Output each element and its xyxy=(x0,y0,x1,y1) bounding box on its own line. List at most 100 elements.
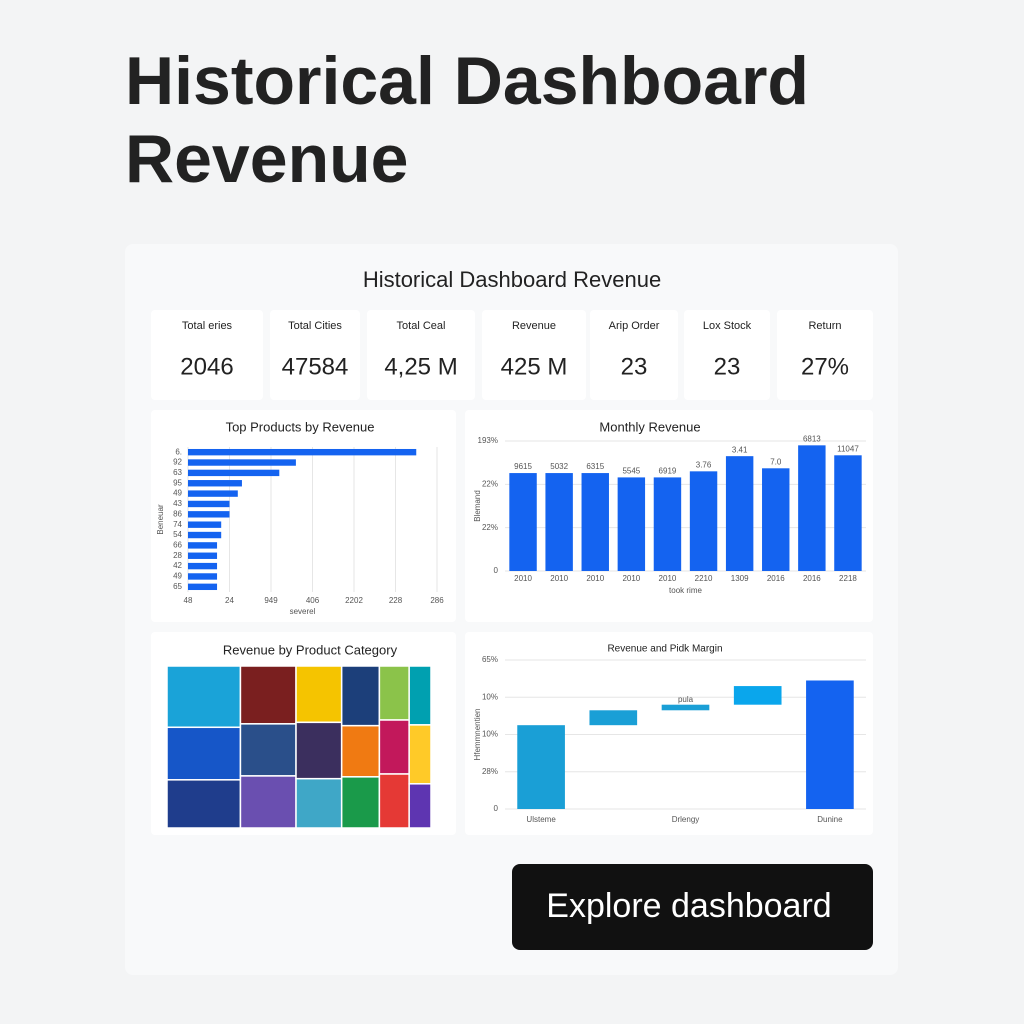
x-axis-label: took rime xyxy=(669,586,702,595)
kpi-value: 47584 xyxy=(282,353,349,380)
chart-title: Top Products by Revenue xyxy=(226,419,375,434)
y-tick-label: 22% xyxy=(482,479,498,488)
bar xyxy=(581,473,609,571)
kpi-card xyxy=(482,310,586,400)
y-tick-label: 0 xyxy=(494,804,499,813)
y-tick-label: 193% xyxy=(478,436,498,445)
chart-title: Revenue and Pidk Margin xyxy=(607,644,722,655)
treemap-tile xyxy=(166,665,242,729)
treemap-tile xyxy=(295,721,343,780)
kpi-label: Revenue xyxy=(512,320,556,332)
bar xyxy=(617,477,646,571)
y-tick-label: 92 xyxy=(173,458,182,467)
bar xyxy=(188,573,218,580)
treemap-tile xyxy=(340,776,381,829)
bar-label: 5032 xyxy=(550,462,568,471)
bar-label: 11047 xyxy=(837,444,859,453)
kpi-label: Total eries xyxy=(182,320,233,332)
bar-label: 6919 xyxy=(659,467,677,476)
bar xyxy=(188,480,242,487)
treemap-tile xyxy=(408,724,432,785)
kpi-label: Return xyxy=(808,320,841,332)
button-label[interactable]: Explore dashboard xyxy=(546,887,831,925)
kpi-label: Total Cities xyxy=(288,320,342,332)
treemap-tile xyxy=(166,779,242,829)
kpi-label: Total Ceal xyxy=(397,320,446,332)
bar xyxy=(834,455,862,571)
x-tick-label: 48 xyxy=(184,596,193,605)
waterfall-bar xyxy=(517,725,565,809)
x-tick-label: 949 xyxy=(264,596,278,605)
x-tick-label: 286 xyxy=(430,596,444,605)
kpi-card xyxy=(367,310,475,400)
treemap-tile xyxy=(378,719,410,775)
bar xyxy=(188,490,238,497)
waterfall-bar xyxy=(661,704,710,711)
chart-panel xyxy=(465,632,873,835)
bar xyxy=(188,542,218,549)
y-tick-label: 66 xyxy=(173,541,182,550)
x-tick-label: 2016 xyxy=(803,574,821,583)
x-tick-label: 2010 xyxy=(659,574,677,583)
kpi-card xyxy=(777,310,873,400)
x-tick-label: 2016 xyxy=(767,574,785,583)
bar xyxy=(188,448,417,456)
bar-label: 9615 xyxy=(514,462,532,471)
y-tick-label: 86 xyxy=(173,509,182,518)
bar xyxy=(188,521,222,528)
treemap-tile xyxy=(408,665,432,726)
x-tick-label: Ulsteme xyxy=(526,815,556,824)
y-tick-label: 49 xyxy=(173,489,182,498)
treemap-tile xyxy=(340,665,381,727)
x-tick-label: 2210 xyxy=(695,574,713,583)
treemap-tile xyxy=(166,726,242,781)
treemap-tile xyxy=(408,783,432,829)
y-tick-label: 42 xyxy=(173,561,182,570)
explore-button[interactable]: Explore dashboard xyxy=(512,864,873,950)
y-tick-label: 74 xyxy=(173,520,182,529)
treemap-tile xyxy=(295,665,343,724)
kpi-label: Arip Order xyxy=(609,320,660,332)
y-tick-label: 28 xyxy=(173,551,182,560)
x-tick-label: 2010 xyxy=(514,574,532,583)
y-axis-label: Blemand xyxy=(473,490,482,522)
y-tick-label: 63 xyxy=(173,468,182,477)
y-tick-label: 54 xyxy=(173,530,182,539)
kpi-card xyxy=(151,310,263,400)
y-tick-label: 10% xyxy=(482,692,498,701)
y-tick-label: 28% xyxy=(482,767,498,776)
kpi-value: 23 xyxy=(714,353,741,380)
chart-title: Revenue by Product Category xyxy=(223,642,398,657)
kpi-value: 4,25 M xyxy=(384,353,457,380)
x-tick-label: Dunine xyxy=(817,815,843,824)
bar-label: 6315 xyxy=(586,462,604,471)
treemap-tile xyxy=(340,724,381,778)
kpi-label: Lox Stock xyxy=(703,320,752,332)
button-bg[interactable] xyxy=(512,864,873,950)
y-tick-label: 65% xyxy=(482,655,498,664)
y-axis-label: Hfemmnentien xyxy=(473,708,482,760)
y-tick-label: 95 xyxy=(173,478,182,487)
bar xyxy=(188,511,230,518)
x-tick-label: 228 xyxy=(389,596,403,605)
y-tick-label: 0 xyxy=(494,566,499,575)
treemap-tile xyxy=(378,665,410,721)
x-tick-label: 1309 xyxy=(731,574,749,583)
bar-label: 7.0 xyxy=(770,457,782,466)
x-tick-label: 2202 xyxy=(345,596,363,605)
bar xyxy=(188,500,230,508)
x-tick-label: 2218 xyxy=(839,574,857,583)
y-tick-label: 43 xyxy=(173,499,182,508)
dashboard-title: Historical Dashboard Revenue xyxy=(363,267,661,292)
x-tick-label: 24 xyxy=(225,596,234,605)
y-tick-label: 6. xyxy=(175,447,182,456)
bar xyxy=(545,473,573,571)
bar-label: 5545 xyxy=(622,467,640,476)
y-tick-label: 22% xyxy=(482,523,498,532)
treemap-tile xyxy=(239,775,297,829)
bar-label: 3.76 xyxy=(696,460,712,469)
x-tick-label: Drlengy xyxy=(672,815,700,824)
bar-label: 6813 xyxy=(803,434,821,443)
page-title: Historical Dashboard xyxy=(125,43,809,119)
